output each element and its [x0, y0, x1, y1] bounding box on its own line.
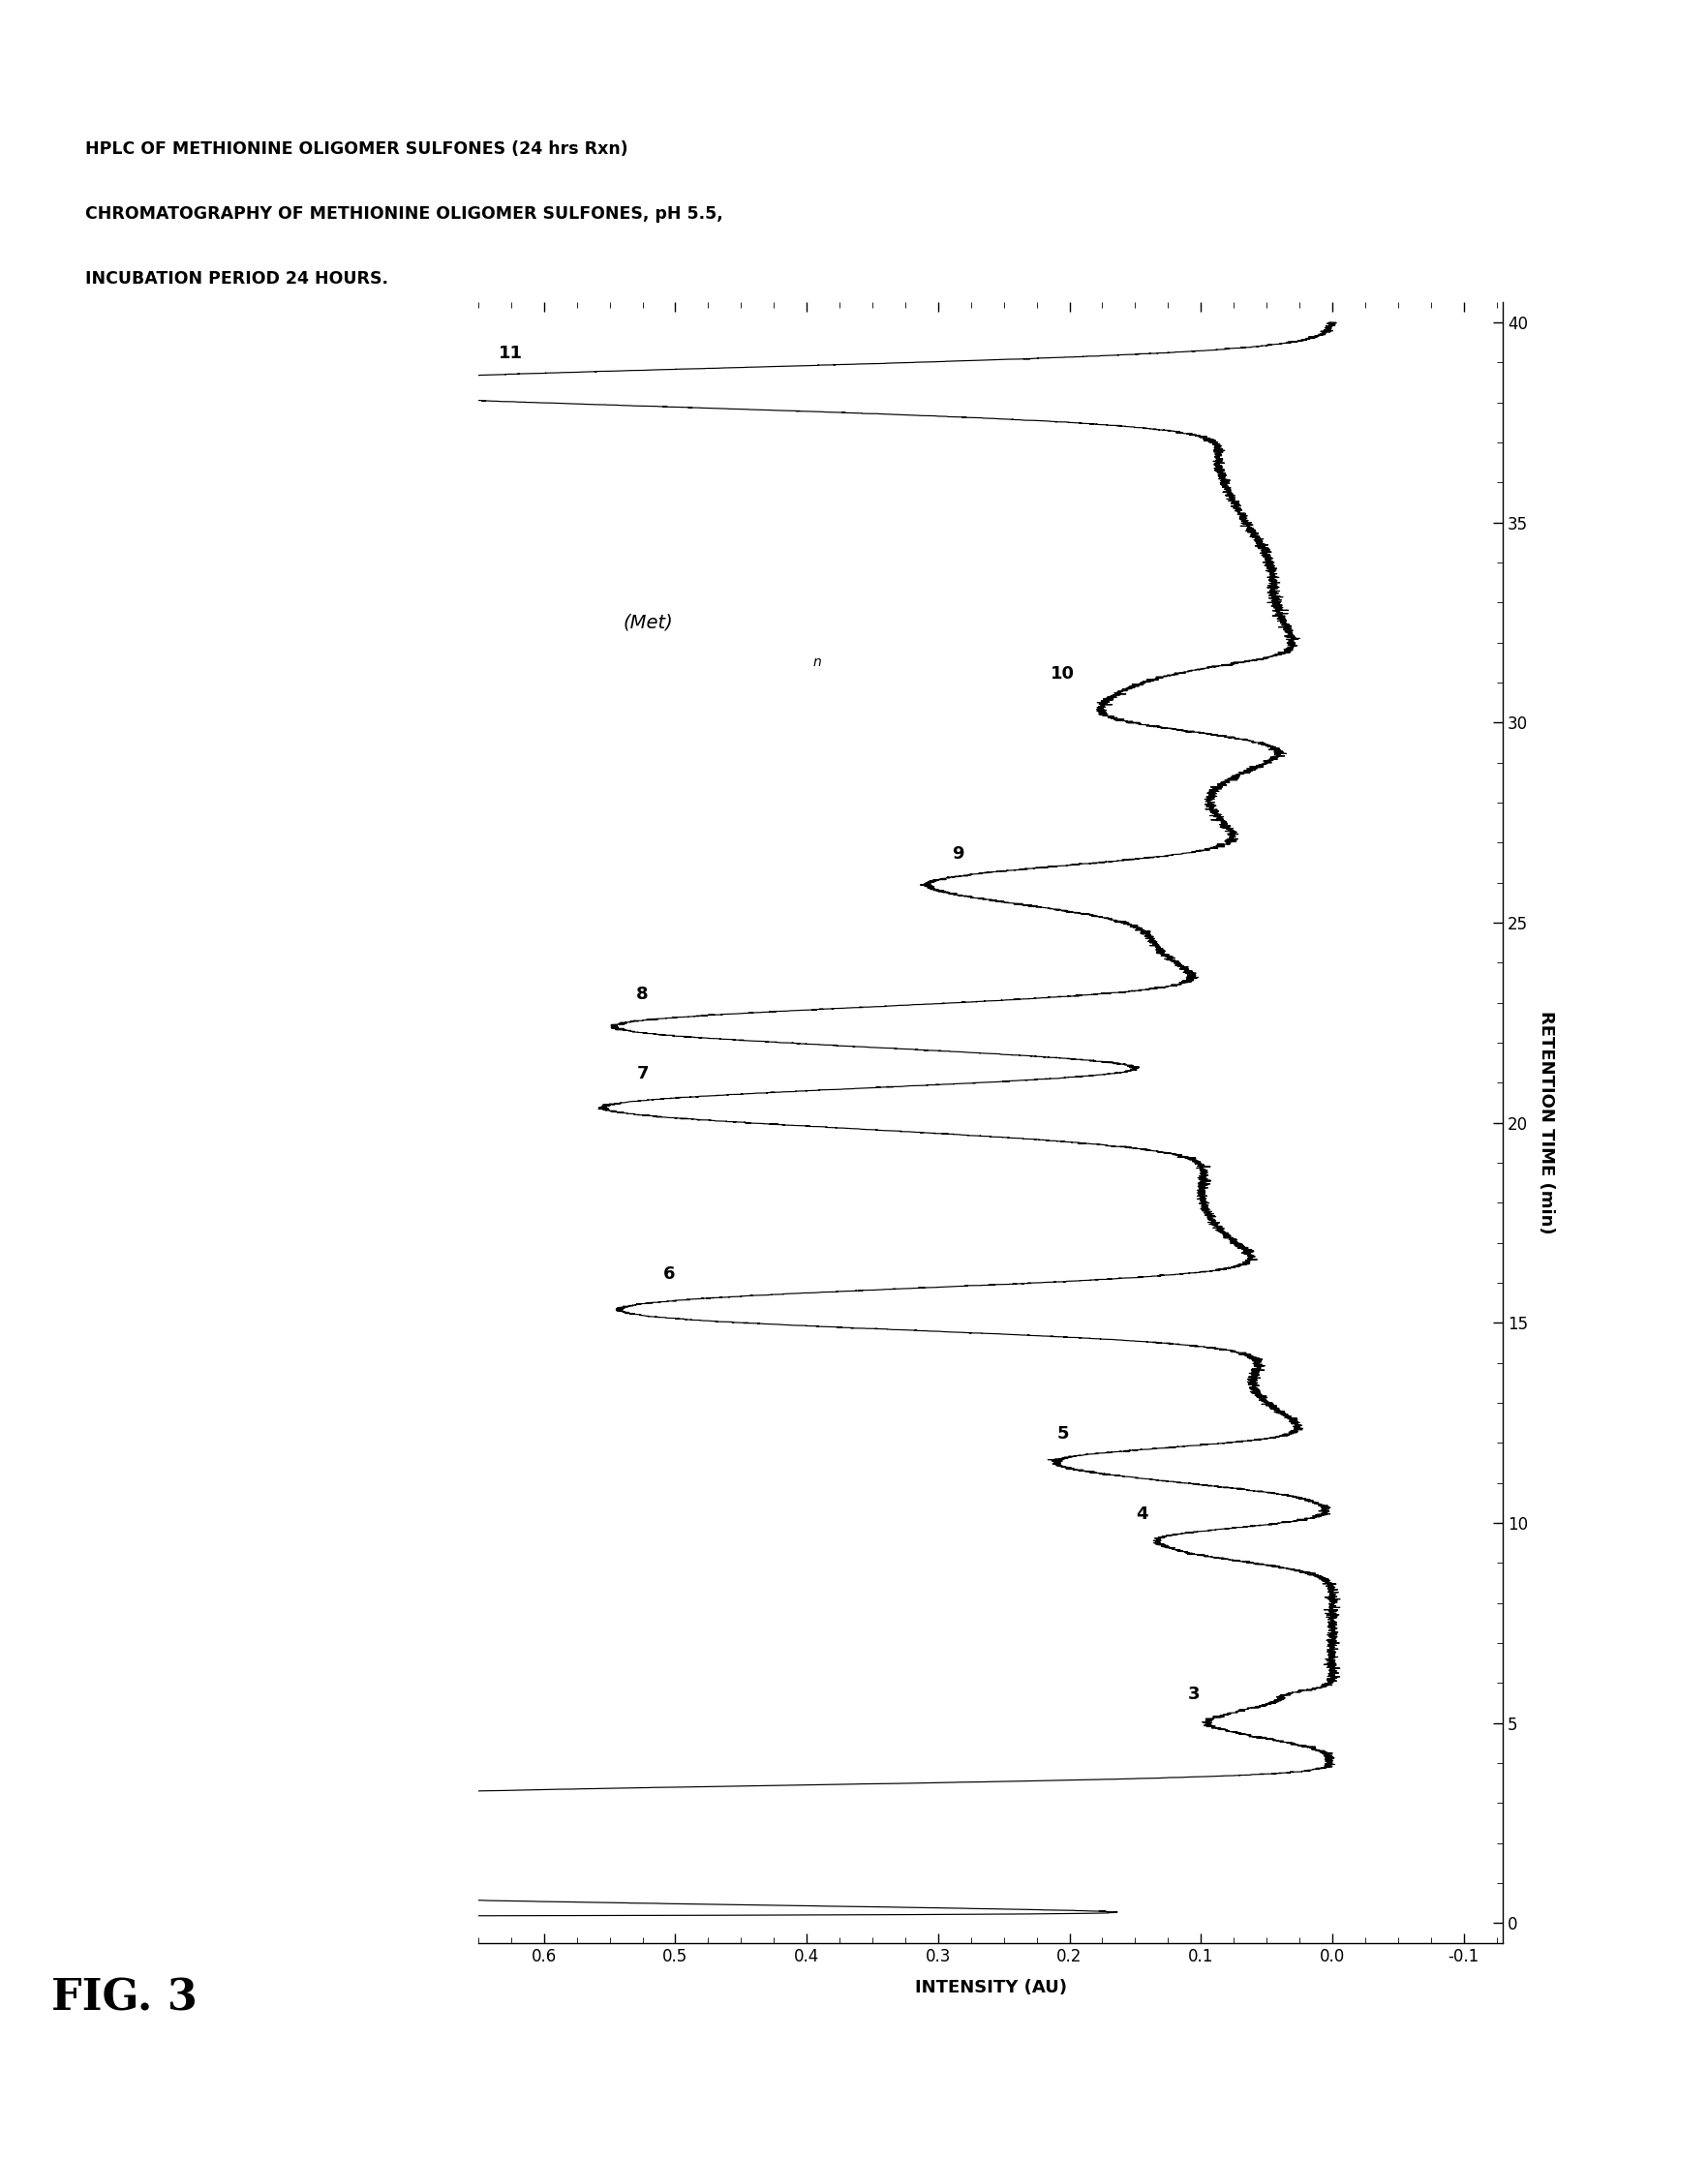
Text: 6: 6: [663, 1265, 675, 1282]
Text: 8: 8: [637, 985, 649, 1002]
Text: 11: 11: [499, 345, 523, 363]
Text: 3: 3: [1189, 1686, 1201, 1703]
Y-axis label: RETENTION TIME (min): RETENTION TIME (min): [1537, 1010, 1554, 1235]
Text: INCUBATION PERIOD 24 HOURS.: INCUBATION PERIOD 24 HOURS.: [85, 270, 388, 287]
Text: 9: 9: [951, 844, 963, 864]
Text: 7: 7: [637, 1064, 649, 1082]
Text: CHROMATOGRAPHY OF METHIONINE OLIGOMER SULFONES, pH 5.5,: CHROMATOGRAPHY OF METHIONINE OLIGOMER SU…: [85, 205, 722, 222]
Text: 10: 10: [1050, 665, 1074, 682]
Text: (Met): (Met): [623, 613, 673, 633]
Text: FIG. 3: FIG. 3: [51, 1978, 198, 2019]
Text: n: n: [813, 656, 822, 669]
Text: HPLC OF METHIONINE OLIGOMER SULFONES (24 hrs Rxn): HPLC OF METHIONINE OLIGOMER SULFONES (24…: [85, 140, 629, 158]
Text: 5: 5: [1057, 1425, 1069, 1442]
Text: 4: 4: [1136, 1505, 1148, 1522]
X-axis label: INTENSITY (AU): INTENSITY (AU): [914, 1978, 1068, 1997]
